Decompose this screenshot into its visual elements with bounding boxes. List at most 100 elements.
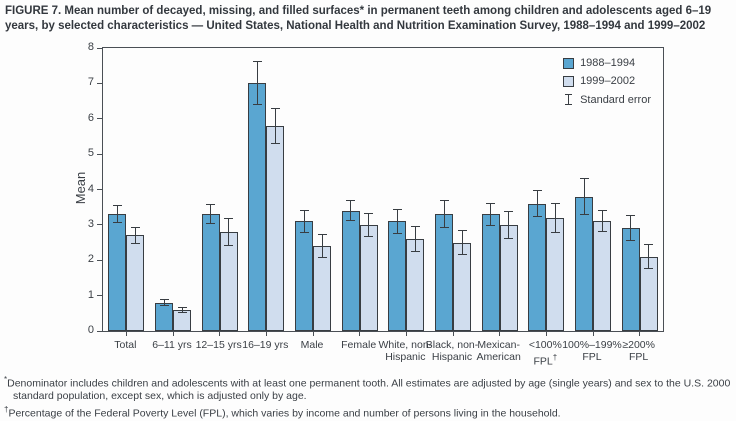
y-tick-label: 0 (87, 324, 94, 336)
bar-series0-cat3 (248, 83, 267, 331)
error-bar-series0-cat5 (346, 200, 356, 222)
bar-series1-cat3 (266, 125, 285, 331)
y-tick (97, 259, 102, 261)
y-tick-label: 6 (87, 111, 94, 124)
x-tick (639, 332, 641, 336)
legend-item-standard-error: Standard error (563, 93, 651, 106)
bar-series1-cat1 (173, 309, 191, 331)
y-tick-label: 3 (87, 217, 94, 230)
legend-label-1999-2002: 1999–2002 (580, 75, 636, 87)
error-bar-series0-cat2 (206, 204, 216, 225)
legend-swatch-1988-1994 (563, 57, 575, 69)
bar-series1-cat2 (219, 231, 238, 331)
x-tick (219, 332, 221, 336)
footnote-marker: † (4, 404, 9, 414)
error-bar-series1-cat1 (177, 306, 187, 313)
legend-label-standard-error: Standard error (580, 93, 651, 106)
x-category-label: White, non- Hispanic (378, 339, 433, 363)
plot-area: 1988–1994 1999–2002 Standard error (97, 47, 664, 336)
figure-title: FIGURE 7. Mean number of decayed, missin… (5, 5, 712, 32)
x-category-label: 16–19 yrs (242, 339, 289, 351)
y-tick-label: 8 (87, 41, 94, 53)
bar-series0-cat2 (201, 214, 220, 331)
x-tick (592, 332, 594, 336)
legend-swatch-1999-2002 (563, 75, 575, 87)
error-bar-series0-cat11 (626, 215, 636, 242)
error-bar-series1-cat4 (317, 234, 327, 258)
bar-series0-cat10 (575, 196, 593, 331)
bar-series0-cat11 (621, 228, 640, 331)
x-category-label: 6–11 yrs (152, 339, 192, 351)
bar-series1-cat8 (499, 224, 518, 331)
error-bar-series0-cat6 (392, 208, 402, 234)
footnotes: *Denominator includes children and adole… (4, 374, 734, 421)
x-category-label: 12–15 yrs (195, 339, 242, 351)
bar-series1-cat7 (453, 242, 471, 331)
y-tick-label: 5 (87, 147, 94, 160)
x-tick (172, 332, 174, 336)
footnote-denominator: *Denominator includes children and adole… (4, 374, 734, 403)
footnote-text: Percentage of the Federal Poverty Level … (8, 407, 561, 419)
bar-series0-cat1 (155, 302, 173, 331)
x-category-label: <100% FPL† (528, 339, 562, 367)
error-bar-series0-cat0 (112, 205, 122, 224)
bar-series0-cat9 (528, 203, 547, 331)
y-tick (97, 224, 102, 226)
bar-series0-cat5 (341, 210, 360, 331)
error-bar-icon (563, 93, 574, 106)
error-bar-series1-cat8 (504, 211, 514, 239)
y-axis: 0 1 2 3 4 5 6 7 8 (72, 42, 97, 336)
error-bar-series0-cat4 (299, 209, 309, 233)
error-bar-series0-cat8 (486, 202, 496, 226)
footnote-marker: * (4, 375, 8, 384)
x-category-label: Female (341, 339, 377, 351)
error-bar-series0-cat3 (252, 61, 262, 106)
y-tick (97, 153, 102, 155)
error-bar-series1-cat6 (410, 226, 420, 252)
error-bar-series0-cat9 (532, 190, 542, 218)
legend-item-1999-2002: 1999–2002 (563, 75, 635, 87)
bar-series0-cat8 (481, 214, 500, 331)
footnote-text: Denominator includes children and adoles… (7, 377, 731, 403)
bar-series1-cat5 (359, 224, 378, 331)
bar-series1-cat6 (406, 239, 425, 331)
error-bar-series1-cat9 (550, 202, 560, 233)
footnote-fpl: †Percentage of the Federal Poverty Level… (4, 404, 734, 420)
bar-series0-cat0 (108, 214, 127, 331)
error-bar-series1-cat11 (644, 244, 654, 270)
x-category-label: ≥200% FPL (622, 339, 655, 363)
bar-series1-cat4 (313, 246, 331, 331)
legend-label-1988-1994: 1988–1994 (580, 57, 636, 69)
legend-item-1988-1994: 1988–1994 (563, 57, 635, 69)
x-category-label: Male (300, 339, 324, 351)
y-tick (97, 118, 102, 120)
error-bar-series0-cat10 (579, 178, 589, 215)
error-bar-series0-cat1 (159, 299, 169, 307)
legend: 1988–1994 1999–2002 Standard error (563, 57, 651, 106)
y-tick (97, 82, 102, 84)
error-bar-series1-cat5 (364, 213, 374, 237)
x-category-label: 100%–199% FPL (562, 339, 622, 363)
bar-series1-cat0 (126, 235, 145, 331)
error-bar-series1-cat2 (224, 217, 234, 247)
error-bar-series1-cat10 (597, 210, 607, 233)
error-bar-series0-cat7 (439, 200, 449, 229)
y-tick (97, 189, 102, 190)
x-tick (545, 332, 547, 336)
bar-series1-cat10 (593, 221, 611, 331)
x-tick (125, 332, 127, 336)
x-tick (452, 332, 454, 336)
error-bar-series1-cat3 (270, 108, 280, 144)
x-category-label: Black, non- Hispanic (425, 339, 479, 363)
y-tick (97, 295, 102, 297)
x-tick (312, 332, 314, 336)
x-tick (405, 332, 407, 336)
bar-series1-cat9 (546, 217, 565, 331)
bar-series0-cat6 (388, 221, 407, 331)
x-category-label: Mexican- American (476, 339, 521, 363)
x-tick (499, 332, 501, 336)
y-tick (97, 47, 102, 49)
y-tick (97, 330, 102, 332)
error-bar-series1-cat0 (130, 226, 140, 245)
